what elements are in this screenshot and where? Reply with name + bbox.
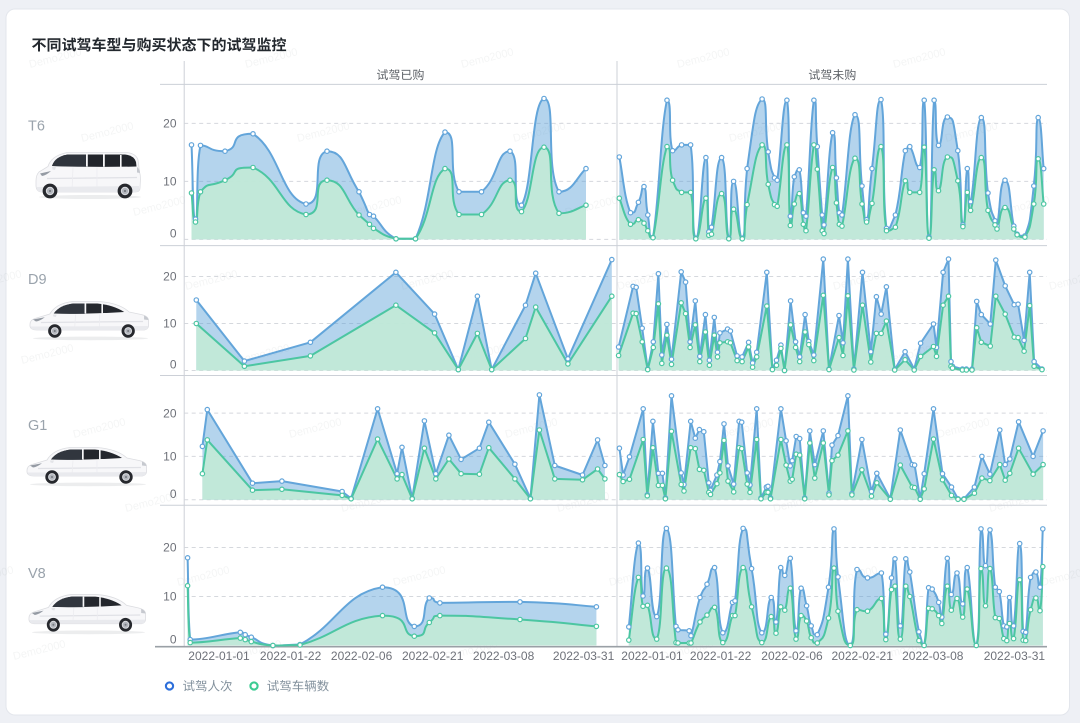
svg-text:20: 20 (163, 541, 177, 555)
svg-text:2022-01-01: 2022-01-01 (188, 649, 250, 663)
svg-text:10: 10 (163, 590, 177, 604)
svg-text:0: 0 (170, 358, 177, 372)
svg-text:T6: T6 (28, 119, 45, 135)
svg-text:20: 20 (163, 270, 177, 284)
svg-text:2022-03-31: 2022-03-31 (553, 649, 615, 663)
svg-text:2022-02-21: 2022-02-21 (832, 649, 894, 663)
svg-text:2022-03-31: 2022-03-31 (984, 649, 1046, 663)
svg-text:20: 20 (163, 117, 177, 131)
svg-text:2022-03-08: 2022-03-08 (902, 649, 964, 663)
svg-text:10: 10 (163, 175, 177, 189)
svg-text:0: 0 (170, 633, 177, 647)
svg-text:0: 0 (170, 487, 177, 501)
svg-text:20: 20 (163, 406, 177, 420)
svg-text:2022-01-01: 2022-01-01 (621, 649, 683, 663)
svg-text:2022-01-22: 2022-01-22 (260, 649, 322, 663)
svg-text:G1: G1 (28, 418, 47, 434)
svg-text:10: 10 (163, 450, 177, 464)
svg-text:D9: D9 (28, 272, 47, 288)
svg-text:0: 0 (170, 227, 177, 241)
svg-text:2022-01-22: 2022-01-22 (690, 649, 752, 663)
svg-text:2022-03-08: 2022-03-08 (473, 649, 535, 663)
svg-text:2022-02-06: 2022-02-06 (761, 649, 823, 663)
svg-text:2022-02-06: 2022-02-06 (331, 649, 393, 663)
svg-text:2022-02-21: 2022-02-21 (402, 649, 464, 663)
svg-text:V8: V8 (28, 566, 46, 582)
svg-text:10: 10 (163, 317, 177, 331)
